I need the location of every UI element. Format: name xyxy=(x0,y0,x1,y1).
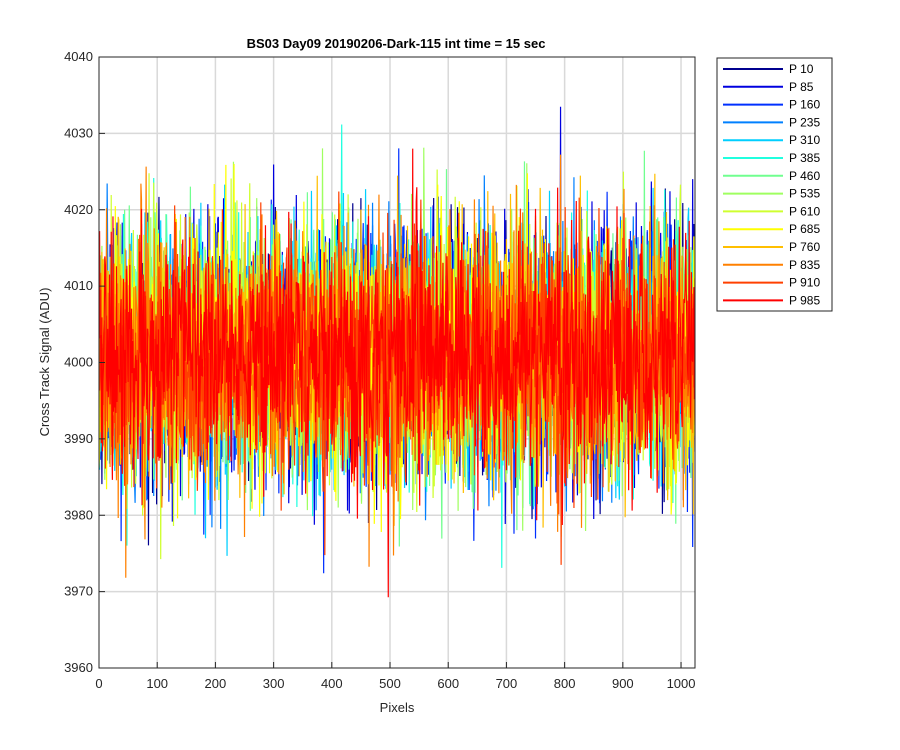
legend-label: P 535 xyxy=(789,187,820,201)
legend-label: P 460 xyxy=(789,169,820,183)
legend-label: P 235 xyxy=(789,115,820,129)
chart-title: BS03 Day09 20190206-Dark-115 int time = … xyxy=(247,36,546,51)
legend-label: P 685 xyxy=(789,222,820,236)
legend-label: P 85 xyxy=(789,80,814,94)
x-tick-label: 500 xyxy=(379,676,401,691)
x-tick-label: 200 xyxy=(205,676,227,691)
legend-box xyxy=(716,57,833,312)
y-tick-label: 4030 xyxy=(64,125,93,140)
legend: P 10 P 85 P 160 P 235 P 310 P 385 P 460 P 535 P … xyxy=(716,57,833,312)
x-tick-label: 100 xyxy=(146,676,168,691)
x-tick-label: 800 xyxy=(554,676,576,691)
legend-label: P 760 xyxy=(789,240,820,254)
legend-label: P 385 xyxy=(789,151,820,165)
legend-label: P 310 xyxy=(789,133,820,147)
legend-label: P 835 xyxy=(789,258,820,272)
y-tick-label: 4000 xyxy=(64,355,93,370)
legend-label: P 910 xyxy=(789,276,820,290)
x-axis: 0 100 200 300 400 500 600 700 800 900 1000 xyxy=(95,662,695,691)
legend-label: P 10 xyxy=(789,62,814,76)
y-tick-label: 3980 xyxy=(64,507,93,522)
legend-label: P 985 xyxy=(789,293,820,307)
legend-label: P 160 xyxy=(789,98,820,112)
legend-label: P 610 xyxy=(789,204,820,218)
x-tick-label: 0 xyxy=(95,676,102,691)
y-axis-label: Cross Track Signal (ADU) xyxy=(37,288,52,437)
y-tick-label: 4020 xyxy=(64,202,93,217)
y-axis: 3960 3970 3980 3990 4000 4010 4020 4030 4040 xyxy=(64,49,105,675)
series-lines xyxy=(99,106,695,598)
x-tick-label: 1000 xyxy=(667,676,696,691)
x-tick-label: 700 xyxy=(496,676,518,691)
y-tick-label: 3960 xyxy=(64,660,93,675)
y-tick-label: 3990 xyxy=(64,431,93,446)
x-tick-label: 600 xyxy=(437,676,459,691)
x-tick-label: 400 xyxy=(321,676,343,691)
y-tick-label: 4040 xyxy=(64,49,93,64)
x-axis-label: Pixels xyxy=(380,700,415,715)
x-tick-label: 300 xyxy=(263,676,285,691)
series-line xyxy=(99,148,695,598)
y-tick-label: 4010 xyxy=(64,278,93,293)
x-tick-label: 900 xyxy=(612,676,634,691)
y-tick-label: 3970 xyxy=(64,584,93,599)
